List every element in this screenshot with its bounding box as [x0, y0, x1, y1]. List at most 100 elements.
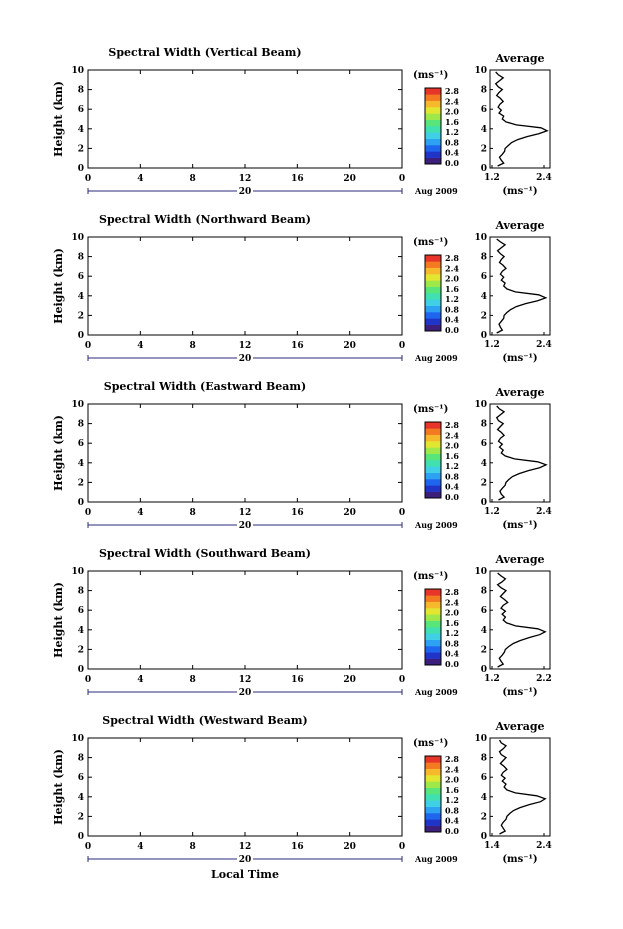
- heatmap-cell: [316, 158, 321, 162]
- heatmap-cell: [88, 283, 92, 287]
- heatmap-cell: [146, 244, 151, 248]
- heatmap-cell: [137, 87, 141, 90]
- heatmap-cell: [362, 131, 367, 135]
- heatmap-cell: [173, 101, 177, 105]
- heatmap-cell: [375, 325, 380, 329]
- heatmap-cell: [156, 325, 161, 329]
- heatmap-cell: [379, 101, 383, 105]
- heatmap-cell: [101, 327, 105, 331]
- heatmap-cell: [153, 128, 158, 132]
- heatmap-cell: [258, 160, 262, 164]
- heatmap-cell: [271, 305, 275, 309]
- heatmap-cell: [284, 268, 288, 272]
- heatmap-cell: [359, 263, 364, 267]
- heatmap-cell: [388, 332, 393, 336]
- heatmap-cell: [176, 74, 180, 78]
- heatmap-cell: [176, 138, 180, 142]
- heatmap-cell: [313, 276, 318, 280]
- heatmap-cell: [323, 136, 328, 139]
- heatmap-cell: [375, 160, 380, 164]
- heatmap-cell: [264, 121, 269, 125]
- heatmap-cell: [150, 246, 154, 250]
- heatmap-cell: [375, 303, 380, 306]
- heatmap-cell: [137, 72, 141, 76]
- heatmap-cell: [114, 295, 118, 299]
- heatmap-cell: [104, 106, 109, 110]
- heatmap-cell: [330, 96, 334, 100]
- heatmap-cell: [392, 271, 396, 275]
- heatmap-cell: [120, 460, 125, 464]
- heatmap-cell: [343, 315, 347, 319]
- heatmap-cell: [143, 317, 148, 321]
- heatmap-cell: [169, 312, 174, 316]
- heatmap-cell: [104, 256, 109, 260]
- heatmap-cell: [356, 327, 360, 331]
- heatmap-cell: [150, 317, 154, 321]
- heatmap-cell: [349, 276, 354, 280]
- heatmap-cell: [101, 484, 105, 488]
- heatmap-cell: [127, 138, 131, 142]
- heatmap-cell: [137, 325, 141, 329]
- heatmap-cell: [110, 320, 115, 324]
- heatmap-cell: [110, 268, 115, 272]
- heatmap-cell: [101, 145, 105, 149]
- heatmap-cell: [300, 155, 305, 159]
- heatmap-cell: [104, 283, 109, 287]
- heatmap-cell: [313, 165, 318, 169]
- heatmap-cell: [169, 320, 174, 324]
- heatmap-cell: [120, 416, 125, 420]
- heatmap-cell: [130, 239, 135, 243]
- heatmap-cell: [316, 128, 321, 132]
- heatmap-cell: [143, 104, 148, 108]
- heatmap-cell: [382, 136, 387, 139]
- heatmap-cell: [277, 155, 282, 159]
- heatmap-cell: [173, 327, 177, 331]
- heatmap-cell: [133, 259, 138, 262]
- heatmap-cell: [176, 106, 180, 110]
- heatmap-cell: [117, 123, 122, 127]
- heatmap-cell: [362, 330, 367, 333]
- heatmap-cell: [153, 315, 158, 319]
- heatmap-cell: [333, 155, 337, 159]
- heatmap-cell: [88, 315, 92, 319]
- heatmap-cell: [379, 141, 383, 144]
- heatmap-cell: [130, 440, 135, 444]
- heatmap-cell: [94, 433, 99, 437]
- heatmap-cell: [114, 119, 118, 122]
- heatmap-cell: [297, 165, 301, 169]
- heatmap-cell: [379, 263, 383, 267]
- heatmap-cell: [339, 84, 344, 88]
- heatmap-cell: [101, 320, 105, 324]
- heatmap-cell: [123, 249, 128, 253]
- heatmap-cell: [153, 293, 158, 297]
- heatmap-cell: [163, 263, 167, 267]
- heatmap-cell: [372, 308, 377, 311]
- heatmap-cell: [88, 310, 92, 314]
- heatmap-cell: [101, 266, 105, 270]
- heatmap-cell: [307, 290, 311, 294]
- heatmap-cell: [382, 121, 387, 125]
- heatmap-cell: [307, 101, 311, 105]
- heatmap-cell: [150, 281, 154, 284]
- heatmap-cell: [369, 119, 373, 122]
- heatmap-cell: [375, 101, 380, 105]
- heatmap-cell: [392, 293, 396, 297]
- heatmap-cell: [385, 116, 390, 120]
- heatmap-cell: [362, 141, 367, 144]
- heatmap-cell: [166, 158, 171, 162]
- heatmap-cell: [173, 72, 177, 76]
- heatmap-cell: [375, 322, 380, 326]
- heatmap-cell: [346, 276, 351, 280]
- heatmap-cell: [176, 123, 180, 127]
- heatmap-cell: [359, 295, 364, 299]
- panel-3: Spectral Width (Eastward Beam)0246810Hei…: [52, 380, 552, 531]
- heatmap-cell: [163, 259, 167, 262]
- heatmap-cell: [359, 286, 364, 289]
- heatmap-cell: [156, 303, 161, 306]
- heatmap-cell: [143, 288, 148, 292]
- heatmap-cell: [323, 263, 328, 267]
- heatmap-cell: [153, 310, 158, 314]
- heatmap-cell: [333, 256, 337, 260]
- heatmap-cell: [366, 251, 370, 255]
- heatmap-cell: [127, 165, 131, 169]
